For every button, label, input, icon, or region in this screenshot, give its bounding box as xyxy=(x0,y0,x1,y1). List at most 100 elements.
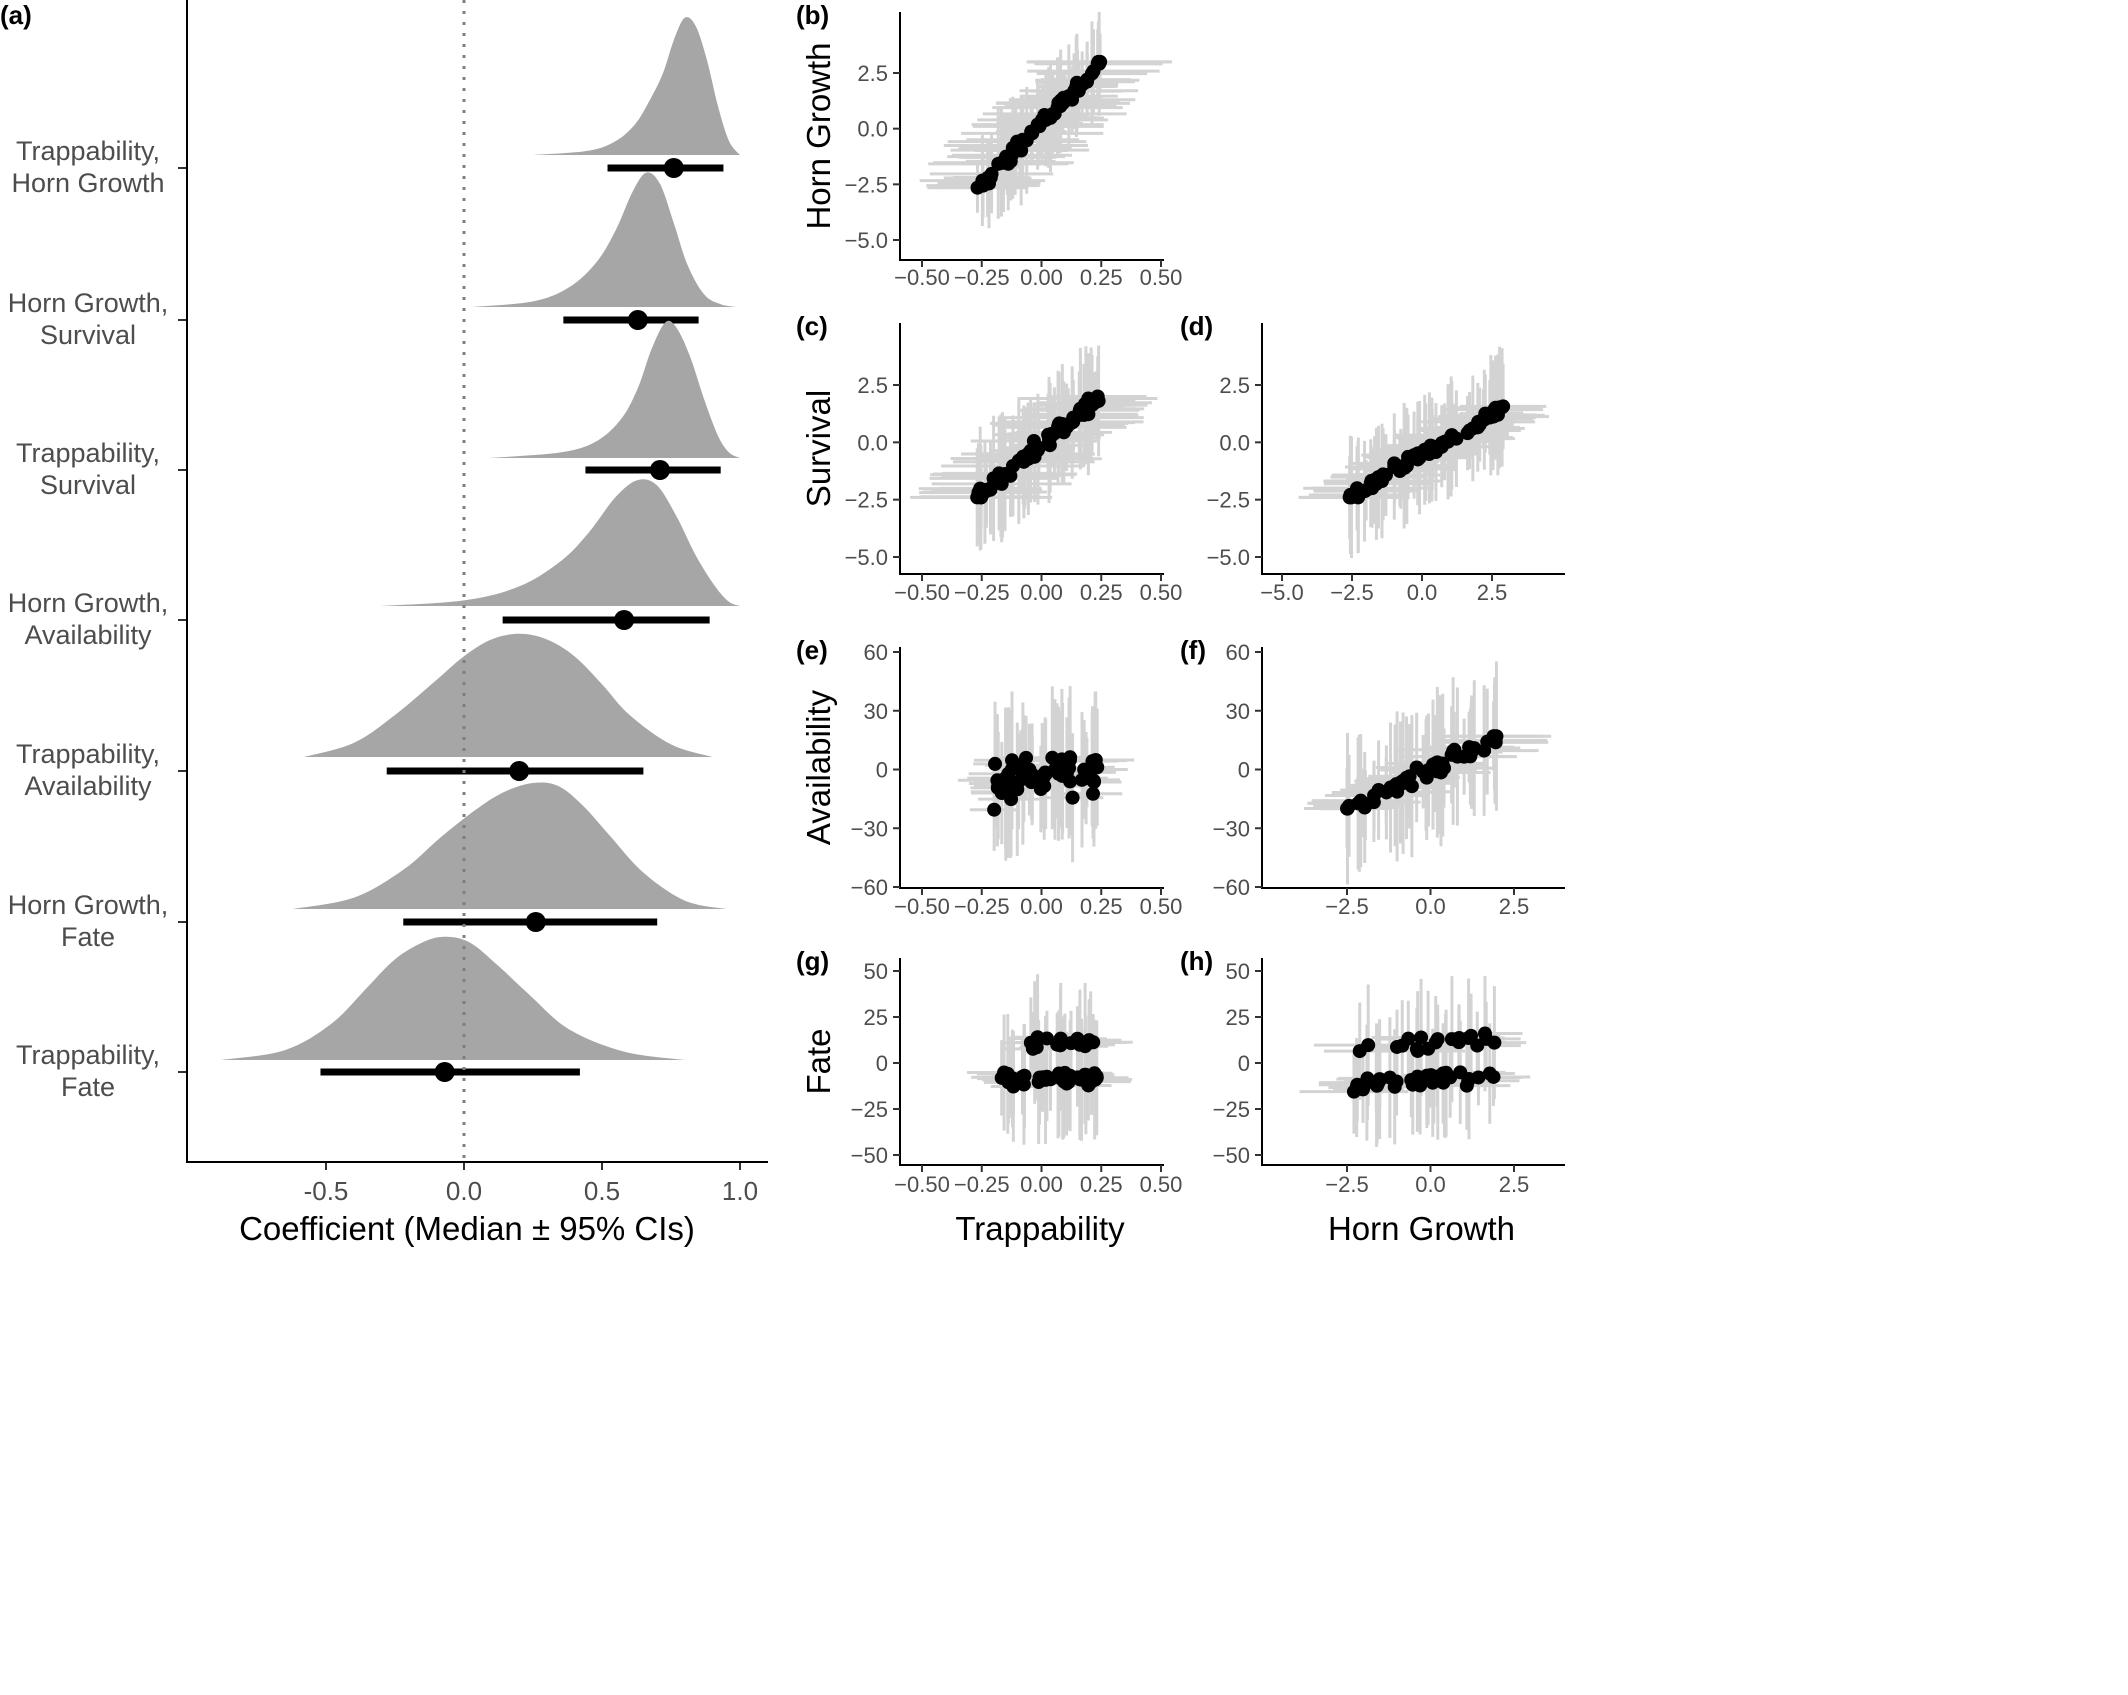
data-point xyxy=(1053,99,1068,114)
y-tick-label: 50 xyxy=(1226,959,1250,984)
row-label-line1: Horn Growth, xyxy=(8,288,169,318)
row-label-line2: Availability xyxy=(24,771,152,801)
density-row: Horn Growth,Fate xyxy=(8,782,727,952)
density-shape xyxy=(488,320,740,458)
panel-label: (e) xyxy=(796,635,828,665)
data-point xyxy=(1051,766,1066,781)
y-tick-label: −50 xyxy=(851,1143,888,1168)
scatter-panels: (b)−0.50 −0.25 0.00 0.25 0.502.50.0−2.5−5.0H… xyxy=(796,0,1565,1247)
data-point xyxy=(988,756,1003,771)
x-tick-label: 0.50 xyxy=(1140,1172,1183,1197)
data-point xyxy=(1387,1079,1402,1094)
x-tick-label: −0.25 xyxy=(954,580,1010,605)
data-point xyxy=(1390,1039,1405,1054)
data-point xyxy=(1062,753,1077,768)
data-point xyxy=(1425,442,1440,457)
data-point xyxy=(1016,449,1031,464)
median-point xyxy=(434,1062,455,1082)
points xyxy=(1346,1026,1502,1099)
data-point xyxy=(1419,770,1434,785)
y-tick-label: −50 xyxy=(1213,1143,1250,1168)
y-tick-label: 2.5 xyxy=(857,61,888,86)
data-point xyxy=(1340,801,1355,816)
data-point xyxy=(1352,796,1367,811)
x-tick-label: 0.50 xyxy=(1140,580,1183,605)
x-tick-label: −0.50 xyxy=(894,265,950,290)
x-tick-label: 0.00 xyxy=(1020,265,1063,290)
median-point xyxy=(509,761,530,781)
data-point xyxy=(1037,779,1052,794)
scatter-panel: (d) −5.0 −2.5 0.0 2.5 2.5 0.0 −2.5 −5.0 xyxy=(1180,311,1565,605)
scatter-panel: (e) −0.50 −0.25 0.00 0.25 0.50 60 30 0 −30 −60 Avai… xyxy=(796,635,1182,919)
density-shape xyxy=(303,633,713,757)
x-tick-label: 0.25 xyxy=(1080,265,1123,290)
x-tick-label: −0.50 xyxy=(894,894,950,919)
data-point xyxy=(997,1065,1012,1080)
scatter-panel: (c) −0.50 −0.25 0.00 0.25 0.50 2.5 0.0 −2.5 −5.0 S… xyxy=(796,311,1182,605)
row-label-line2: Fate xyxy=(61,1072,115,1102)
panel-a-label: (a) xyxy=(0,0,32,30)
data-point xyxy=(1344,490,1359,505)
row-label-line1: Trappability, xyxy=(16,739,160,769)
x-tick-label: −0.25 xyxy=(954,265,1010,290)
x-axis-title: Coefficient (Median ± 95% CIs) xyxy=(239,1210,695,1247)
panel-label: (f) xyxy=(1180,635,1206,665)
data-point xyxy=(1371,783,1386,798)
data-point xyxy=(1374,474,1389,489)
scatter-panel: (h) −2.5 0.0 2.5 50 25 0 −25 −50 Horn Growth xyxy=(1180,946,1565,1247)
median-point xyxy=(663,158,684,178)
median-point xyxy=(614,610,635,630)
y-tick-label: −5.0 xyxy=(1207,545,1250,570)
y-tick-label: 0.0 xyxy=(857,117,888,142)
error-bars xyxy=(1299,975,1531,1148)
row-label-line2: Survival xyxy=(40,320,136,350)
data-point xyxy=(1070,79,1085,94)
x-tick-label: 0.0 xyxy=(1415,894,1446,919)
y-tick-label: −30 xyxy=(1213,816,1250,841)
data-point xyxy=(1072,403,1087,418)
data-point xyxy=(1363,476,1378,491)
y-tick-label: 60 xyxy=(864,640,888,665)
x-tick-label: 2.5 xyxy=(1477,580,1508,605)
y-tick-label: −2.5 xyxy=(1207,488,1250,513)
y-axis-title: Fate xyxy=(800,1028,837,1094)
data-point xyxy=(1460,426,1475,441)
data-point xyxy=(1409,760,1424,775)
x-tick-label: −2.5 xyxy=(1325,1172,1368,1197)
density-row: Horn Growth,Survival xyxy=(8,172,738,350)
points xyxy=(1342,399,1511,505)
y-axis-title: Availability xyxy=(800,689,837,845)
data-point xyxy=(1441,433,1456,448)
y-tick-label: 0 xyxy=(1238,758,1250,783)
data-point xyxy=(1083,1035,1098,1050)
x-tick-label: 0.00 xyxy=(1020,580,1063,605)
data-point xyxy=(1063,774,1078,789)
x-tick-label: 1.0 xyxy=(722,1176,758,1206)
y-tick-label: 2.5 xyxy=(1219,373,1250,398)
data-point xyxy=(1085,786,1100,801)
points xyxy=(994,1030,1104,1094)
data-point xyxy=(1346,1084,1361,1099)
data-point xyxy=(1412,450,1427,465)
data-point xyxy=(1369,1078,1384,1093)
x-tick-label: -0.5 xyxy=(304,1176,349,1206)
data-point xyxy=(987,802,1002,817)
panel-label: (c) xyxy=(796,311,828,341)
y-axis-title: Horn Growth xyxy=(800,42,837,229)
data-point xyxy=(1477,1026,1492,1041)
data-point xyxy=(1472,417,1487,432)
x-tick-label: −0.25 xyxy=(954,894,1010,919)
data-point xyxy=(1487,733,1502,748)
x-tick-label: 0.50 xyxy=(1140,265,1183,290)
median-point xyxy=(627,310,648,330)
density-row: Horn Growth,Availability xyxy=(8,479,740,650)
x-tick-label: −2.5 xyxy=(1325,894,1368,919)
data-point xyxy=(1065,790,1080,805)
y-tick-label: −2.5 xyxy=(845,488,888,513)
data-point xyxy=(1428,1035,1443,1050)
x-tick-label: −0.50 xyxy=(894,1172,950,1197)
data-point xyxy=(1045,750,1060,765)
panel-label: (h) xyxy=(1180,946,1213,976)
x-tick-label: −2.5 xyxy=(1330,580,1373,605)
